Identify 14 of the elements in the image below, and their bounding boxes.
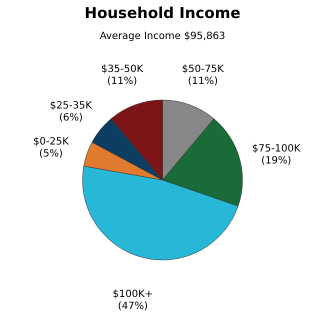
slice-label: $25-35K: [50, 100, 92, 112]
data-label: (6%): [59, 112, 83, 124]
slice-label: $50-75K: [182, 64, 224, 76]
data-label: (11%): [188, 76, 218, 88]
chart-title: Household Income: [84, 4, 240, 22]
slice-label: $100K+: [112, 289, 154, 300]
slice-label: $35-50K: [101, 64, 144, 76]
data-label: (19%): [261, 156, 292, 167]
chart-subtitle: Average Income $95,863: [100, 31, 226, 42]
data-label: (5%): [39, 148, 63, 160]
data-label: (47%): [118, 301, 148, 312]
data-label: (11%): [107, 76, 138, 88]
slice-label: $0-25K: [33, 136, 70, 148]
slice-label: $75-100K: [252, 144, 301, 155]
